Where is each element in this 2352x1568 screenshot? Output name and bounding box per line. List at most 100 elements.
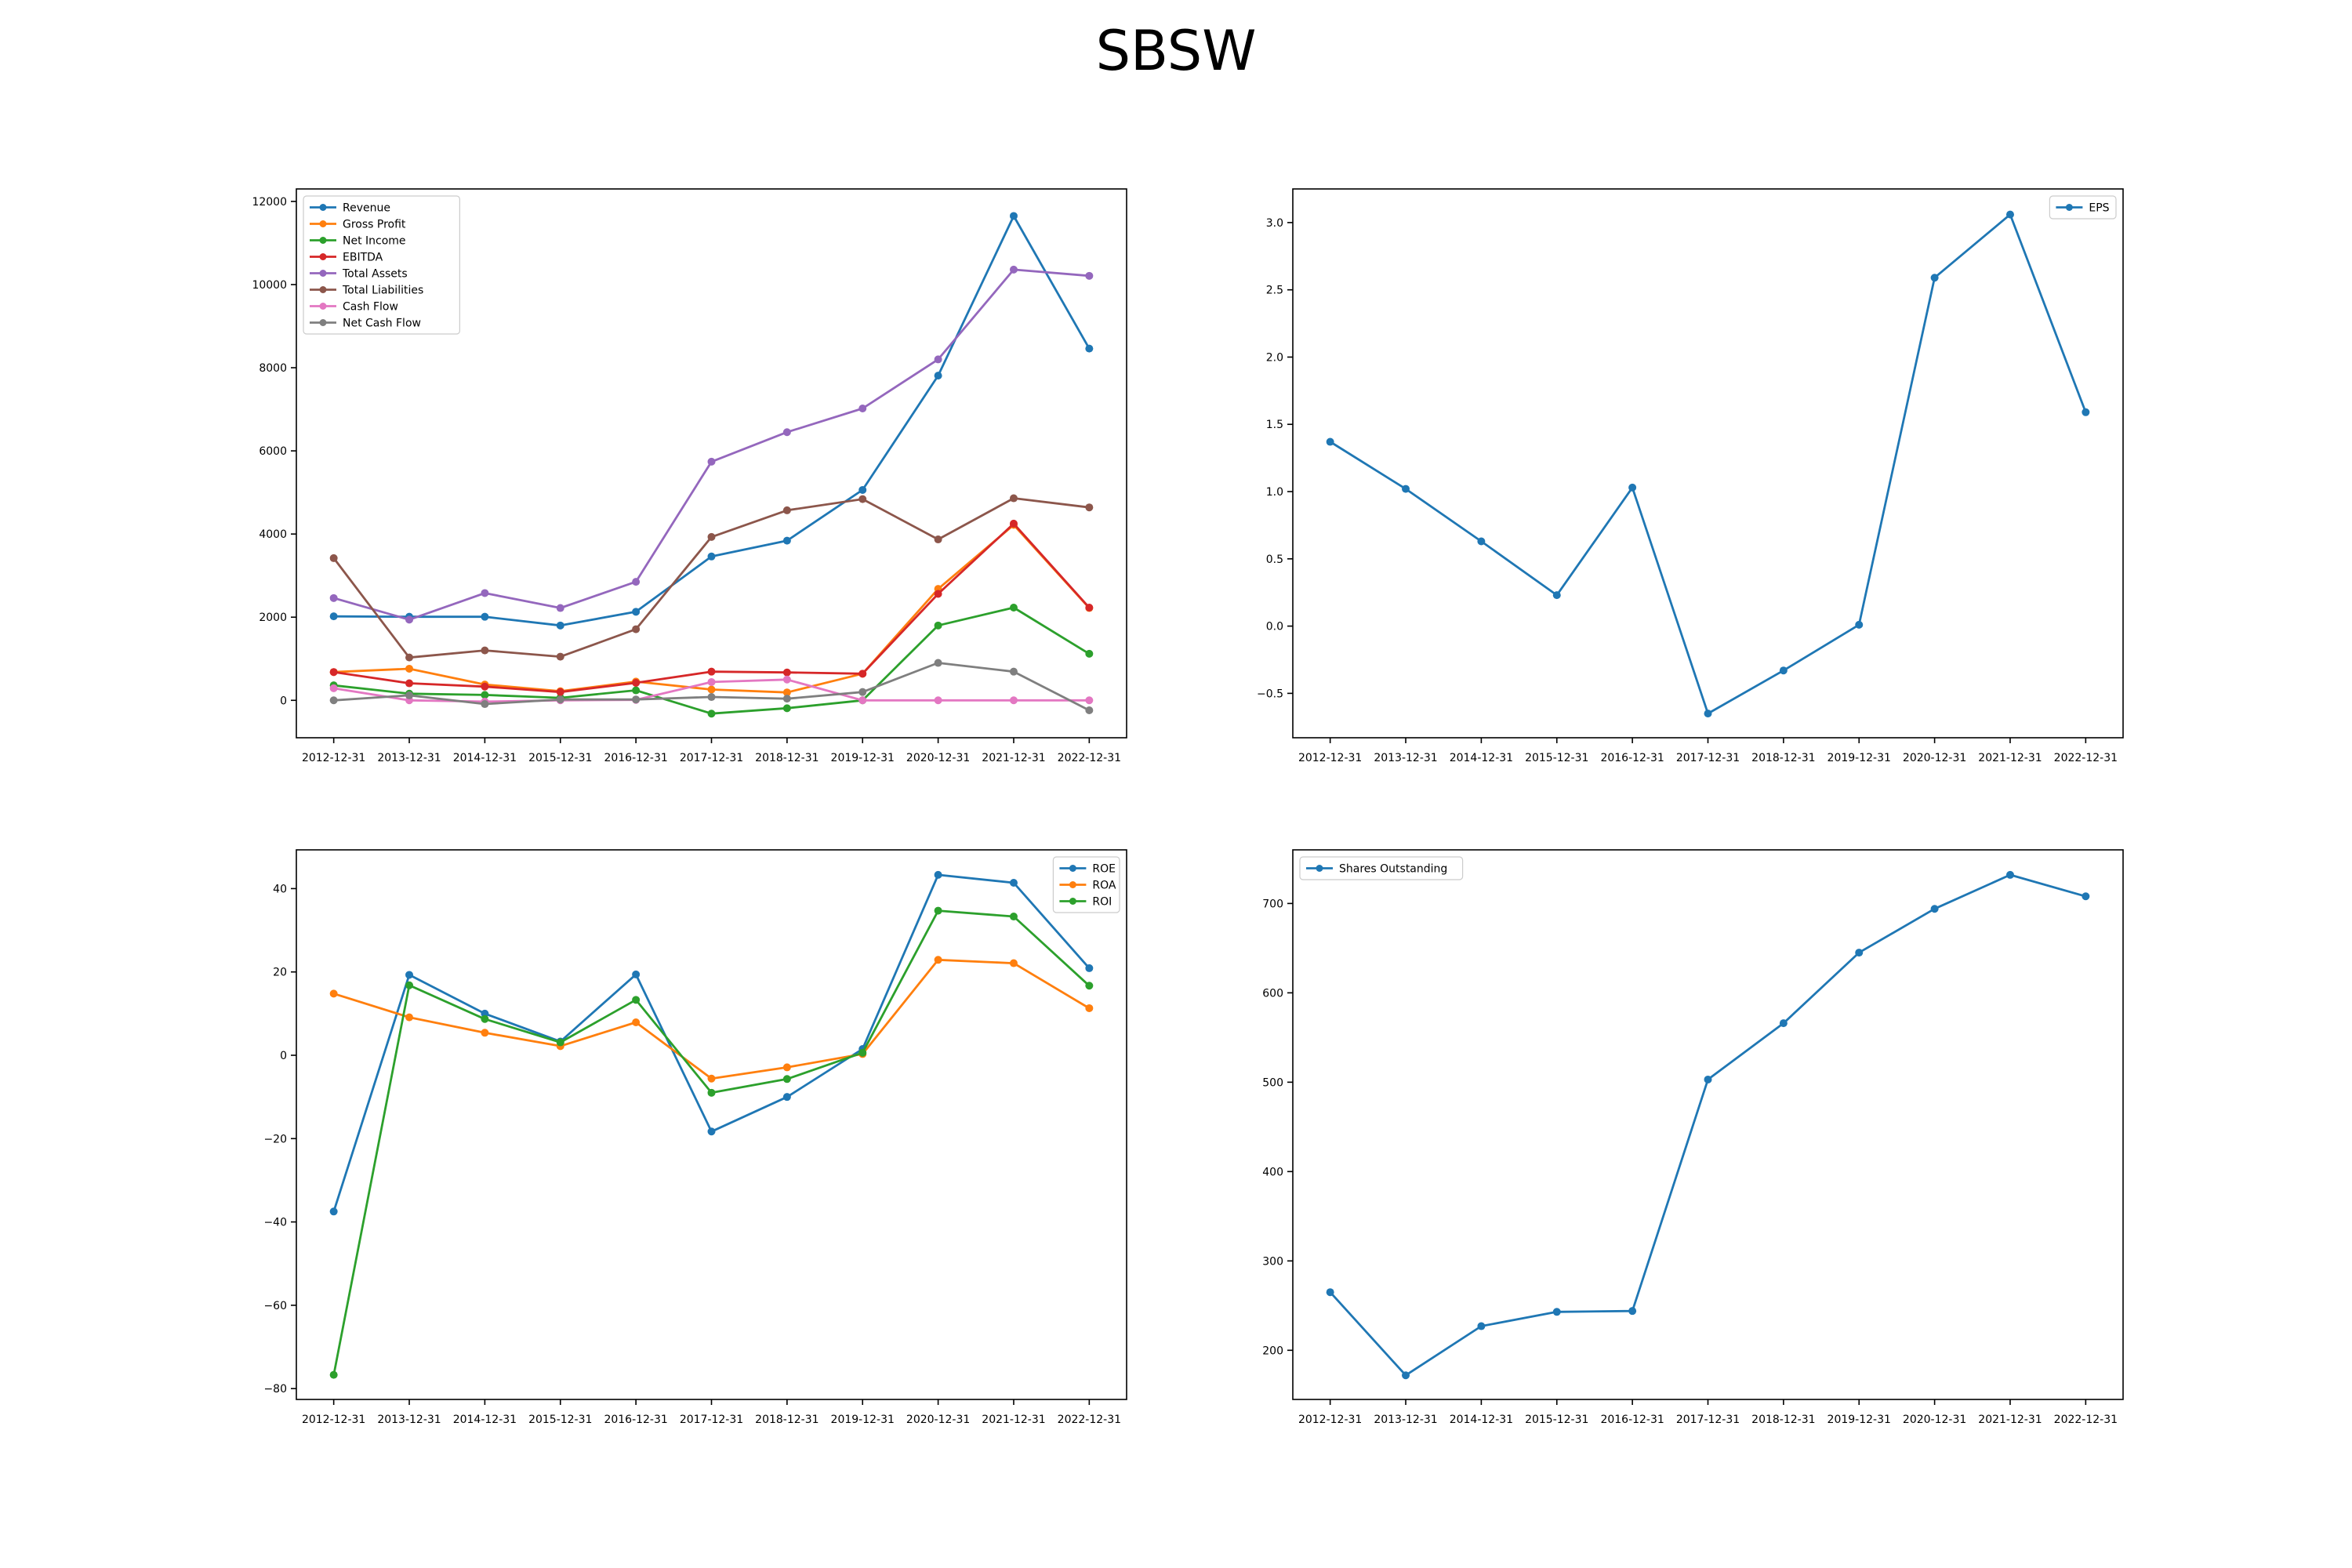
data-point — [481, 1009, 489, 1018]
data-point — [556, 621, 564, 630]
x-tick-label: 2022-12-31 — [1058, 752, 1121, 764]
data-point — [1009, 212, 1018, 220]
data-point — [481, 612, 489, 621]
data-point — [934, 590, 942, 598]
x-tick-label: 2017-12-31 — [1676, 752, 1740, 764]
y-tick-label: −60 — [263, 1300, 287, 1312]
data-point — [707, 1074, 716, 1083]
data-point — [2005, 210, 2014, 219]
x-tick-label: 2015-12-31 — [1525, 752, 1588, 764]
data-point — [1704, 1075, 1712, 1083]
data-point — [934, 372, 942, 380]
data-point — [329, 668, 338, 677]
y-tick-label: 40 — [273, 883, 287, 895]
data-point — [782, 668, 791, 677]
data-point — [858, 670, 867, 678]
data-point — [556, 688, 564, 696]
x-tick-label: 2021-12-31 — [1978, 1414, 2042, 1426]
x-tick-label: 2020-12-31 — [1903, 1414, 1966, 1426]
legend: Revenue Gross Profit Net Income EBITDA Total… — [303, 195, 460, 335]
data-point — [405, 664, 414, 673]
y-tick-label: 0.0 — [1266, 621, 1283, 633]
x-tick-label: 2016-12-31 — [604, 1414, 667, 1426]
legend: Shares Outstanding — [1299, 856, 1464, 880]
chart-shares-outstanding: 2012-12-31 2013-12-31 2014-12-31 2015-12-31… — [1262, 849, 2124, 1426]
data-point — [1326, 437, 1334, 446]
data-point — [481, 1029, 489, 1037]
legend-label: EPS — [2089, 202, 2109, 215]
data-point — [329, 696, 338, 705]
data-point — [1085, 649, 1094, 658]
x-tick-label: 2018-12-31 — [1751, 1414, 1815, 1426]
data-point — [707, 457, 716, 466]
data-point — [556, 695, 564, 704]
legend-box — [2049, 195, 2117, 220]
legend: EPS — [2049, 195, 2117, 220]
data-point — [934, 355, 942, 364]
y-tick-label: 20 — [273, 967, 287, 979]
data-point — [858, 495, 867, 503]
data-point — [556, 604, 564, 612]
data-point — [858, 485, 867, 494]
data-point — [1009, 667, 1018, 676]
data-point — [329, 684, 338, 692]
x-tick-label: 2018-12-31 — [755, 752, 818, 764]
legend: ROE ROA ROI — [1052, 856, 1120, 913]
x-tick-label: 2016-12-31 — [1600, 1414, 1664, 1426]
legend-label: EBITDA — [343, 252, 383, 264]
y-tick-label: 4000 — [259, 528, 287, 541]
x-tick-label: 2017-12-31 — [680, 752, 743, 764]
legend-label: ROA — [1092, 880, 1116, 892]
y-tick-label: 6000 — [259, 445, 287, 458]
x-tick-label: 2014-12-31 — [1450, 752, 1513, 764]
data-point — [1085, 964, 1094, 972]
data-point — [1009, 265, 1018, 274]
data-point — [405, 1013, 414, 1022]
data-point — [632, 578, 641, 586]
data-point — [1779, 666, 1788, 675]
data-point — [1477, 1322, 1486, 1330]
data-point — [632, 970, 641, 978]
y-tick-label: 10000 — [252, 279, 287, 292]
data-point — [1085, 1004, 1094, 1012]
data-point — [858, 405, 867, 412]
x-tick-label: 2016-12-31 — [1600, 752, 1664, 764]
data-point — [1085, 696, 1094, 705]
y-tick-label: 12000 — [252, 196, 287, 209]
data-point — [405, 615, 414, 624]
x-tick-label: 2020-12-31 — [1903, 752, 1966, 764]
data-point — [481, 646, 489, 655]
series-line — [1329, 873, 2086, 1377]
data-point — [1009, 696, 1018, 705]
legend-label: Net Cash Flow — [343, 318, 421, 330]
x-tick-label: 2013-12-31 — [377, 1414, 441, 1426]
x-tick-label: 2014-12-31 — [1450, 1414, 1513, 1426]
data-point — [934, 535, 942, 544]
legend-marker — [319, 253, 327, 260]
legend-box — [1299, 856, 1464, 880]
x-tick-label: 2019-12-31 — [1828, 1414, 1891, 1426]
data-point — [405, 653, 414, 662]
data-point — [481, 700, 489, 709]
data-point — [782, 1093, 791, 1102]
data-point — [481, 691, 489, 699]
x-tick-label: 2015-12-31 — [528, 752, 592, 764]
data-point — [1930, 274, 1939, 282]
data-point — [782, 688, 791, 697]
data-point — [707, 685, 716, 694]
data-point — [707, 532, 716, 541]
legend-marker — [319, 220, 327, 227]
x-tick-label: 2014-12-31 — [453, 752, 517, 764]
data-point — [1085, 706, 1094, 714]
data-point — [1009, 604, 1018, 612]
series-line — [1329, 213, 2087, 715]
x-tick-label: 2022-12-31 — [2054, 752, 2118, 764]
y-tick-label: 2.0 — [1266, 351, 1283, 364]
data-point — [329, 554, 338, 562]
data-point — [782, 675, 791, 684]
data-point — [1402, 485, 1410, 493]
y-tick-label: 8000 — [259, 362, 287, 375]
data-point — [1552, 591, 1561, 600]
legend-marker — [319, 303, 327, 310]
legend-label: Total Liabilities — [342, 285, 423, 297]
